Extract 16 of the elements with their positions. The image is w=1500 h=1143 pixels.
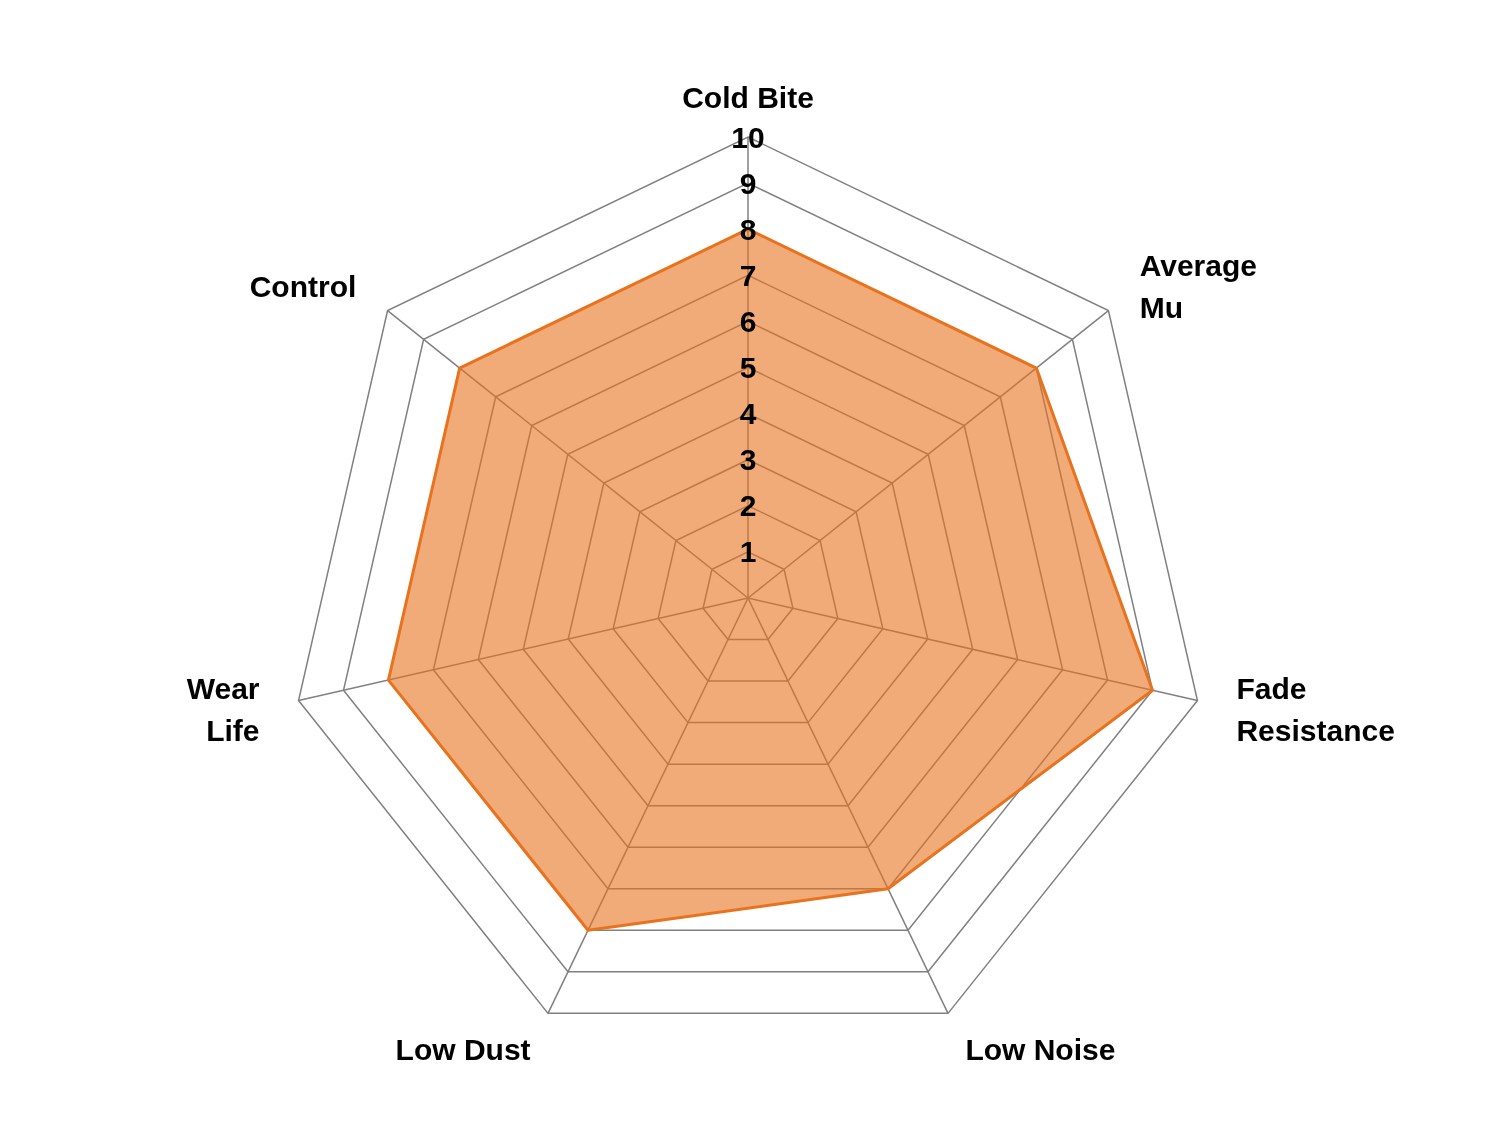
y-tick-label: 9 [739,166,757,200]
y-tick-label: 1 [739,535,757,569]
spoke-label: Control [249,269,357,303]
spoke-label: Cold Bite [682,80,814,114]
y-tick-label: 10 [731,120,765,154]
y-tick-label: 3 [739,443,757,477]
y-tick-label: 2 [739,489,757,523]
spoke-label: Low Dust [395,1032,531,1066]
y-tick-label: 7 [739,258,757,292]
spoke-label: Wear Life [186,671,260,747]
spoke-label: Low Noise [965,1032,1116,1066]
spoke-label: Fade Resistance [1236,671,1395,747]
spoke-label: Average Mu [1139,248,1257,324]
y-tick-label: 6 [739,304,757,338]
y-tick-label: 4 [739,397,757,431]
y-tick-label: 5 [739,351,757,384]
